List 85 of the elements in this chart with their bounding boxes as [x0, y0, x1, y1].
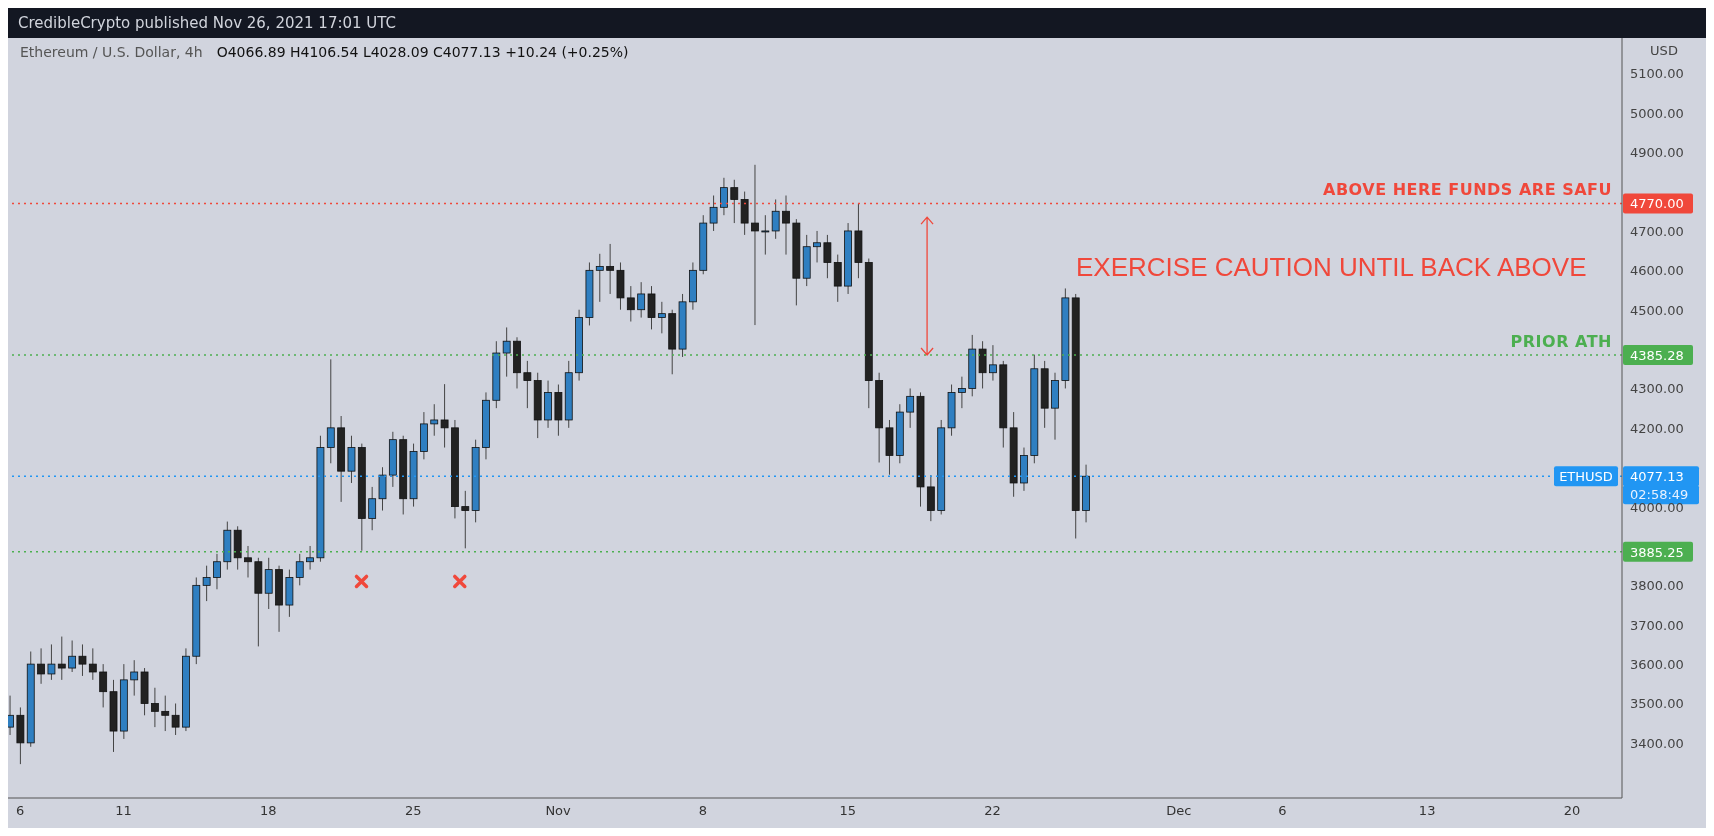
candlestick: [161, 695, 170, 732]
x-tick-label: 8: [698, 803, 708, 819]
y-tick-label: 3400.00: [1630, 735, 1684, 751]
candlestick: [440, 383, 449, 449]
ref-line-label: ABOVE HERE FUNDS ARE SAFU: [1323, 180, 1612, 200]
y-tick-label: 4700.00: [1630, 223, 1684, 239]
x-tick-label: 18: [260, 803, 277, 819]
y-tick-label: 3885.25: [1630, 544, 1684, 560]
x-tick-label: 22: [984, 803, 1001, 819]
candlestick: [709, 195, 718, 232]
candlestick: [978, 340, 987, 389]
candlestick: [326, 358, 335, 464]
candlestick: [88, 647, 97, 681]
ref-line-label: PRIOR ATH: [1510, 331, 1612, 351]
candlestick: [47, 643, 56, 681]
candlestick: [171, 702, 180, 736]
y-tick-label: 5000.00: [1630, 105, 1684, 121]
candlestick: [823, 234, 832, 279]
candlestick: [906, 387, 915, 429]
candlestick: [213, 553, 221, 590]
x-tick-label: Dec: [1166, 803, 1192, 819]
candlestick: [368, 486, 377, 531]
x-tick-label: 25: [404, 803, 422, 819]
chart-subtitle: O4066.89 H4106.54 L4028.09 C4077.13 +10.24 (+0.25%): [216, 44, 629, 60]
x-tick-label: 6: [15, 803, 25, 819]
candlestick: [595, 253, 604, 303]
candlestick: [740, 191, 749, 236]
x-tick-label: 15: [839, 803, 857, 819]
candlestick: [989, 344, 997, 382]
x-tick-label: 6: [1278, 803, 1287, 819]
candlestick: [295, 553, 304, 586]
candlestick: [461, 490, 470, 549]
candlestick: [606, 243, 615, 295]
candlestick: [761, 214, 770, 256]
candlestick: [264, 557, 273, 610]
candlestick: [306, 545, 314, 571]
candlestick: [523, 360, 532, 409]
candlestick: [347, 435, 356, 484]
y-tick-label: 4077.13: [1630, 469, 1684, 485]
annotation: EXERCISE CAUTION UNTIL BACK ABOVE: [1076, 252, 1587, 283]
y-tick-label: 4600.00: [1630, 263, 1684, 279]
candlestick: [926, 474, 935, 522]
candlestick: [68, 639, 77, 673]
candlestick: [782, 195, 790, 256]
y-tick-label: 4770.00: [1630, 196, 1684, 212]
candlestick: [626, 285, 635, 323]
candlestick: [813, 230, 821, 263]
x-tick-label: Nov: [545, 803, 572, 819]
x-tick-label: 11: [115, 803, 132, 819]
candlestick: [637, 281, 646, 319]
candlestick: [151, 687, 159, 728]
candlestick: [37, 647, 45, 685]
candlestick: [502, 326, 511, 378]
candlestick: [430, 403, 439, 437]
x-tick-label: 20: [1563, 803, 1581, 819]
y-tick-label: 4385.28: [1630, 347, 1684, 363]
candlestick: [378, 466, 387, 512]
y-tick-label: 3500.00: [1630, 696, 1684, 712]
candlestick: [78, 643, 87, 677]
y-tick-label: 3600.00: [1630, 657, 1684, 673]
candlestick: [720, 177, 728, 216]
text: CredibleCrypto published Nov 26, 2021 17:01 UTC: [17, 13, 398, 34]
candlestick: [202, 565, 211, 602]
y-tick-label: 4900.00: [1630, 145, 1684, 161]
ref-line-label: ETHUSD: [1559, 469, 1613, 485]
candlestick: [730, 179, 739, 224]
candlestick: [130, 659, 139, 697]
chart-title: Ethereum / U.S. Dollar, 4h: [20, 44, 203, 60]
candlestick: [771, 198, 780, 240]
y-tick-label: 4300.00: [1630, 381, 1684, 397]
y-tick-label: 3800.00: [1630, 578, 1684, 594]
y-axis-title: USD: [1650, 43, 1678, 59]
y-tick-label: 4500.00: [1630, 302, 1684, 318]
candlestick: [751, 164, 759, 326]
candlestick: [647, 285, 656, 330]
x-tick-label: 13: [1418, 803, 1436, 819]
candlestick: [657, 301, 666, 334]
candlestick: [244, 545, 252, 578]
y-tick-label: 4200.00: [1630, 420, 1684, 436]
y-tick-label: 3700.00: [1630, 617, 1684, 633]
candlestick: [833, 254, 842, 303]
candlestick: [99, 663, 108, 708]
candlestick: [958, 376, 966, 409]
y-tick-label: 5100.00: [1630, 66, 1684, 82]
candlestick: [57, 636, 66, 681]
